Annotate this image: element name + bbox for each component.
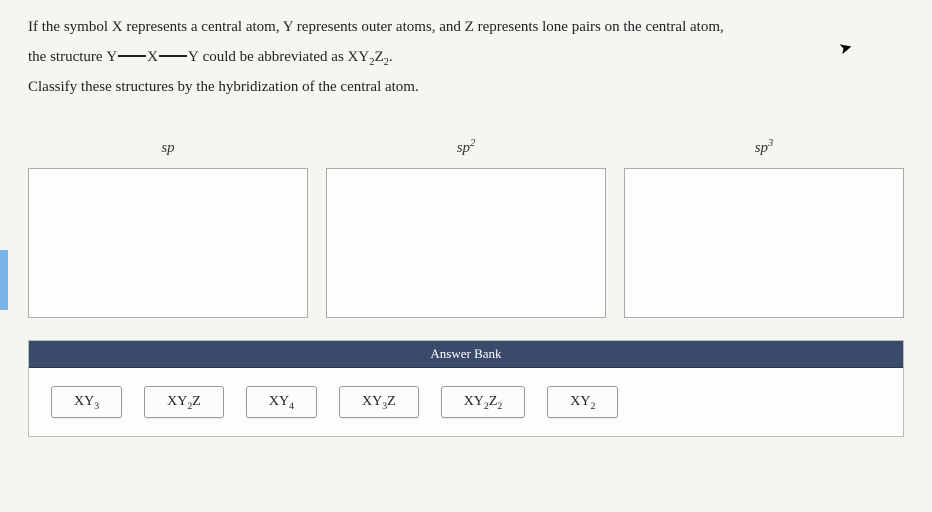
drop-col-sp2: sp2: [326, 140, 606, 318]
bank-item[interactable]: XY3: [51, 386, 122, 418]
instruction-line-3: Classify these structures by the hybridi…: [28, 72, 904, 102]
line2-mid: could be abbreviated as: [203, 49, 348, 65]
drop-box-sp2[interactable]: [326, 168, 606, 318]
structure-diagram: YXY: [106, 42, 199, 72]
atom-y-right: Y: [188, 49, 199, 65]
bond-right: [159, 55, 187, 57]
drop-col-sp3: sp3: [624, 140, 904, 318]
bank-item[interactable]: XY3Z: [339, 386, 419, 418]
answer-bank: Answer Bank XY3 XY2Z XY4 XY3Z XY2Z2 XY2: [28, 340, 904, 437]
question-content: If the symbol X represents a central ato…: [0, 0, 932, 102]
bank-item[interactable]: XY2Z2: [441, 386, 526, 418]
drop-label-sp3: sp3: [755, 140, 774, 162]
drop-box-sp3[interactable]: [624, 168, 904, 318]
answer-bank-items: XY3 XY2Z XY4 XY3Z XY2Z2 XY2: [29, 368, 903, 436]
bank-item[interactable]: XY2: [547, 386, 618, 418]
atom-y-left: Y: [106, 49, 117, 65]
page-edge-accent: [0, 250, 8, 310]
bond-left: [118, 55, 146, 57]
drop-zones-row: sp sp2 sp3: [0, 140, 932, 318]
instruction-line-2: the structure Y X Y could be abbreviated a…: [28, 42, 904, 72]
drop-label-sp2: sp2: [457, 140, 476, 162]
line2-end: .: [389, 49, 393, 65]
answer-bank-header: Answer Bank: [29, 341, 903, 368]
formula-abbrev: XY2Z2: [348, 49, 389, 65]
line2-prefix: the structure: [28, 49, 106, 65]
bank-item[interactable]: XY4: [246, 386, 317, 418]
atom-x: X: [147, 49, 158, 65]
drop-box-sp[interactable]: [28, 168, 308, 318]
drop-col-sp: sp: [28, 140, 308, 318]
bank-item[interactable]: XY2Z: [144, 386, 224, 418]
drop-label-sp: sp: [161, 140, 174, 162]
instruction-line-1: If the symbol X represents a central ato…: [28, 12, 904, 42]
